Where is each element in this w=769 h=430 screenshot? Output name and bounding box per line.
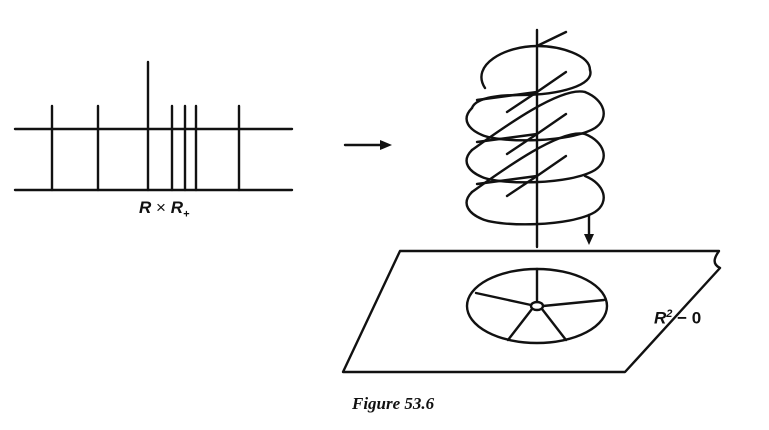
map-arrow (343, 140, 392, 150)
helix-diagram (465, 28, 605, 249)
plane-diagram (341, 249, 722, 374)
disk-spoke (541, 298, 606, 308)
label-minus-zero: − 0 (677, 308, 702, 328)
helix-spoke (535, 70, 568, 94)
plane-label: R2 − 0 (654, 308, 701, 329)
helix-spoke (505, 174, 539, 198)
label-r: R (654, 308, 667, 328)
disk-spoke (506, 307, 534, 342)
helix-spoke (505, 132, 539, 156)
helix-spoke (475, 90, 539, 102)
label-subscript: + (182, 208, 190, 221)
helix-coil (480, 44, 592, 90)
strip-diagram (13, 60, 294, 192)
helix-spoke (535, 112, 568, 136)
helix-coil (465, 132, 605, 184)
disk-spoke (474, 291, 533, 307)
helix-coil (465, 174, 605, 226)
figure-caption: Figure 53.6 (352, 394, 435, 413)
disk-spoke (540, 307, 568, 342)
helix-spoke (535, 30, 568, 48)
helix-coil (470, 90, 587, 152)
helix-spoke (535, 154, 568, 178)
helix-coil (465, 90, 605, 142)
helix-spoke (475, 132, 539, 144)
helix-coil (470, 132, 587, 194)
projection-arrow (584, 213, 594, 245)
strip-label: R × R+ (139, 198, 189, 220)
helix-coil (470, 68, 592, 110)
label-r: R (139, 198, 152, 217)
label-times: × (156, 198, 166, 217)
plane-outline (341, 249, 722, 374)
label-r: R (170, 198, 183, 217)
helix-spoke (505, 90, 539, 114)
helix-spoke (475, 174, 539, 186)
label-superscript: 2 (666, 308, 673, 320)
